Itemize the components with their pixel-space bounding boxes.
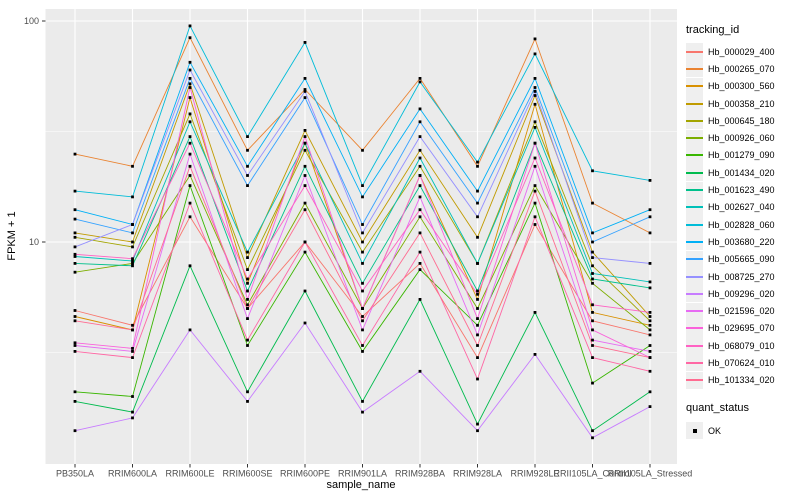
- svg-text:RRIM928LE: RRIM928LE: [510, 469, 559, 479]
- legend-key-line-icon: [686, 77, 703, 95]
- svg-text:PB350LA: PB350LA: [56, 469, 94, 479]
- legend-item-Hb_002828_060: Hb_002828_060: [686, 216, 800, 234]
- legend-key-line-icon: [686, 354, 703, 372]
- x-axis-title: sample_name: [326, 479, 396, 491]
- legend-item-Hb_005665_090: Hb_005665_090: [686, 250, 800, 268]
- legend-item-label: Hb_021596_020: [708, 306, 775, 317]
- svg-text:RRIM928LA: RRIM928LA: [453, 469, 502, 479]
- legend-key-line-icon: [686, 250, 703, 268]
- legend-item-label: Hb_003680_220: [708, 236, 775, 247]
- legend-item-Hb_101334_020: Hb_101334_020: [686, 371, 800, 389]
- legend-item-Hb_068079_010: Hb_068079_010: [686, 337, 800, 355]
- svg-text:100: 100: [24, 16, 39, 26]
- svg-text:RRIM600PE: RRIM600PE: [280, 469, 330, 479]
- svg-text:RRIM901LA: RRIM901LA: [338, 469, 387, 479]
- legend-item-label: Hb_000645_180: [708, 115, 775, 126]
- legend-item-Hb_001434_020: Hb_001434_020: [686, 164, 800, 182]
- svg-text:RRIM600LA: RRIM600LA: [108, 469, 157, 479]
- legend-key-line-icon: [686, 268, 703, 285]
- legend-item-label: Hb_068079_010: [708, 340, 775, 351]
- axis-ticks: [42, 20, 651, 468]
- svg-text:RRIM600LE: RRIM600LE: [165, 469, 214, 479]
- legend-key-line-icon: [686, 319, 703, 337]
- svg-text:10: 10: [29, 237, 39, 247]
- y-axis-title: FPKM + 1: [6, 211, 18, 261]
- legend-item-Hb_003680_220: Hb_003680_220: [686, 233, 800, 251]
- data-points: [73, 24, 652, 440]
- legend-key-line-icon: [686, 164, 703, 182]
- legend-key-line-icon: [686, 146, 703, 164]
- legend-key-line-icon: [686, 285, 703, 303]
- legend-item-label: Hb_001279_090: [708, 150, 775, 161]
- legend-quant-items: OK: [686, 422, 800, 440]
- legend-item-label: Hb_101334_020: [708, 375, 775, 386]
- legend-key-line-icon: [686, 95, 703, 113]
- legend-item-label: Hb_000265_070: [708, 63, 775, 74]
- legend-item-Hb_000265_070: Hb_000265_070: [686, 60, 800, 78]
- legend-key-line-icon: [686, 371, 703, 389]
- legend-key-line-icon: [686, 129, 703, 147]
- legend-key-line-icon: [686, 302, 703, 320]
- legend-item-Hb_000358_210: Hb_000358_210: [686, 95, 800, 113]
- legend-item-Hb_029695_070: Hb_029695_070: [686, 319, 800, 337]
- legend-item-label: Hb_000926_060: [708, 133, 775, 144]
- legend-item-label: Hb_029695_070: [708, 323, 775, 334]
- legend-item-label: Hb_000358_210: [708, 98, 775, 109]
- svg-text:RRIM600SE: RRIM600SE: [222, 469, 272, 479]
- legend-key-line-icon: [686, 60, 703, 78]
- legend-item-label: Hb_000029_400: [708, 46, 775, 57]
- legend-key-line-icon: [686, 43, 703, 61]
- legend-item-label: OK: [708, 425, 722, 436]
- plot-panel: [45, 9, 677, 464]
- legend-tracking-items: Hb_000029_400 Hb_000265_070 Hb_000300_560 H…: [686, 43, 800, 389]
- svg-text:RRII105LA_Stressed: RRII105LA_Stressed: [608, 469, 693, 479]
- legend-item-label: Hb_070624_010: [708, 357, 775, 368]
- legend-key-line-icon: [686, 112, 703, 130]
- legend-item-quant-OK: OK: [686, 422, 800, 440]
- legend-item-Hb_000029_400: Hb_000029_400: [686, 43, 800, 61]
- legend-item-Hb_070624_010: Hb_070624_010: [686, 354, 800, 372]
- legend-item-Hb_008725_270: Hb_008725_270: [686, 268, 800, 285]
- legend-item-label: Hb_002627_040: [708, 202, 775, 213]
- legend-key-line-icon: [686, 216, 703, 234]
- legend-key-line-icon: [686, 181, 703, 199]
- legend-item-label: Hb_000300_560: [708, 81, 775, 92]
- legend-key-line-icon: [686, 198, 703, 216]
- legend-item-Hb_009296_020: Hb_009296_020: [686, 285, 800, 303]
- legend-item-Hb_000645_180: Hb_000645_180: [686, 112, 800, 130]
- legend-item-label: Hb_001434_020: [708, 167, 775, 178]
- legend-key-line-icon: [686, 233, 703, 251]
- legend-item-Hb_001279_090: Hb_001279_090: [686, 146, 800, 164]
- legend-item-Hb_000926_060: Hb_000926_060: [686, 129, 800, 147]
- legend-item-Hb_001623_490: Hb_001623_490: [686, 181, 800, 199]
- x-tick-labels: PB350LA RRIM600LA RRIM600LE RRIM600SE RRIM60…: [56, 469, 692, 479]
- legend-item-Hb_002627_040: Hb_002627_040: [686, 198, 800, 216]
- legend-item-label: Hb_002828_060: [708, 219, 775, 230]
- y-tick-labels: 10 100: [24, 16, 39, 247]
- legend-item-label: Hb_001623_490: [708, 185, 775, 196]
- legend-key-square-icon: [686, 422, 703, 440]
- legend-key-line-icon: [686, 337, 703, 355]
- legend-title-tracking-id: tracking_id: [686, 24, 740, 36]
- legend-item-label: Hb_005665_090: [708, 254, 775, 265]
- legend-title-quant-status: quant_status: [686, 401, 749, 414]
- legend-item-Hb_000300_560: Hb_000300_560: [686, 77, 800, 95]
- legend-item-label: Hb_008725_270: [708, 271, 775, 282]
- svg-text:RRII105LA_Control: RRII105LA_Control: [553, 469, 631, 479]
- legend-item-label: Hb_009296_020: [708, 288, 775, 299]
- legend-item-Hb_021596_020: Hb_021596_020: [686, 302, 800, 320]
- svg-text:RRIM928BA: RRIM928BA: [395, 469, 445, 479]
- legend-panel: tracking_id Hb_000029_400 Hb_000265_070 Hb…: [686, 24, 800, 440]
